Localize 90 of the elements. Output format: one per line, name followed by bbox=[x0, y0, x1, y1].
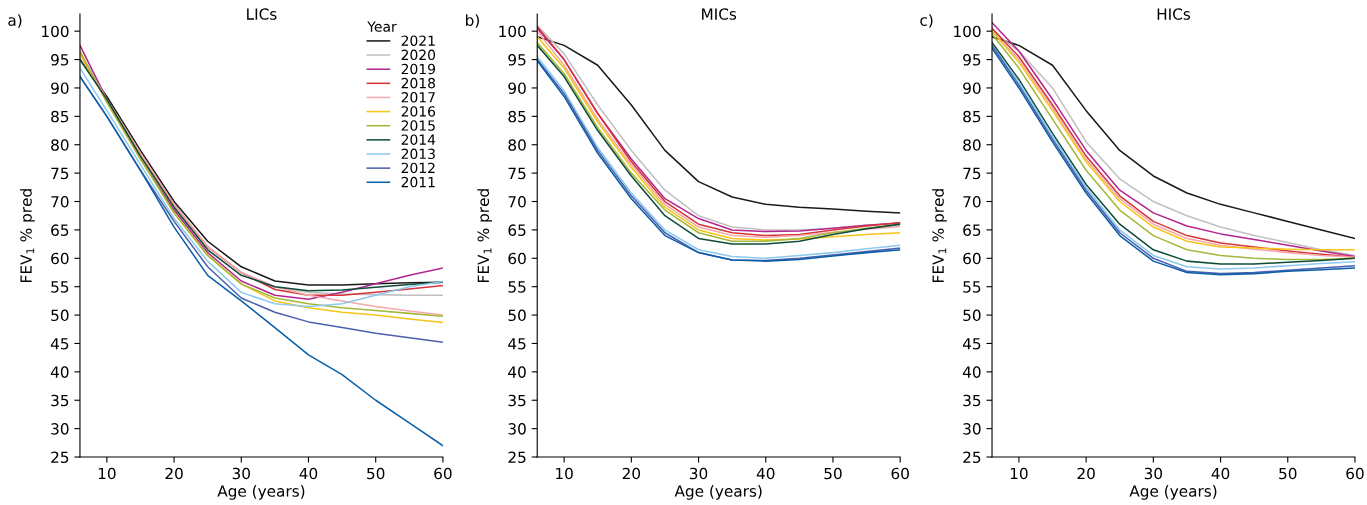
y-tick-label: 90 bbox=[51, 82, 69, 94]
y-tick-label: 60 bbox=[508, 252, 526, 265]
legend-label: 2012 bbox=[401, 162, 435, 174]
y-tick-label: 100 bbox=[499, 25, 526, 38]
x-tick-label: 60 bbox=[1346, 467, 1364, 480]
legend-label: 2017 bbox=[401, 92, 435, 103]
y-tick-label: 35 bbox=[51, 394, 69, 407]
y-tick-label: 85 bbox=[963, 110, 981, 123]
y-tick-label: 25 bbox=[963, 451, 981, 464]
legend-label: 2014 bbox=[401, 134, 436, 145]
y-tick-label: 65 bbox=[51, 224, 69, 236]
y-tick-label: 90 bbox=[508, 82, 526, 94]
y-tick-label: 95 bbox=[51, 54, 69, 66]
y-tick-label: 25 bbox=[51, 451, 69, 464]
y-tick-label: 55 bbox=[963, 281, 981, 293]
y-tick-label: 80 bbox=[508, 139, 526, 151]
chart-title: HICs bbox=[1157, 8, 1191, 20]
x-tick-label: 30 bbox=[689, 467, 708, 480]
y-tick-label: 85 bbox=[51, 110, 69, 123]
text: a) bbox=[8, 14, 22, 28]
y-tick-label: 75 bbox=[963, 167, 981, 180]
y-tick-label: 45 bbox=[962, 338, 981, 350]
y-tick-label: 35 bbox=[508, 394, 526, 407]
text: c) bbox=[920, 14, 933, 28]
x-tick-label: 50 bbox=[1279, 467, 1297, 480]
legend-label: 2019 bbox=[401, 63, 435, 75]
y-tick-label: 40 bbox=[962, 366, 981, 378]
legend-label: 2020 bbox=[401, 49, 436, 61]
y-tick-label: 65 bbox=[508, 224, 526, 236]
y-tick-label: 60 bbox=[51, 252, 69, 265]
x-axis-title: Age (years) bbox=[674, 485, 762, 500]
y-tick-label: 50 bbox=[51, 309, 69, 322]
y-tick-label: 70 bbox=[51, 195, 69, 208]
y-tick-label: 55 bbox=[51, 281, 69, 293]
y-axis-title: FEV$_{1}$ % pred bbox=[20, 189, 35, 282]
y-tick-label: 95 bbox=[963, 54, 981, 66]
y-tick-label: 75 bbox=[51, 167, 69, 180]
y-tick-label: 25 bbox=[508, 451, 526, 464]
y-tick-label: 85 bbox=[508, 110, 526, 123]
y-tick-label: 45 bbox=[508, 338, 526, 350]
x-tick-label: 50 bbox=[824, 467, 842, 480]
legend-label: 2016 bbox=[401, 106, 436, 117]
legend-label: 2011 bbox=[401, 176, 435, 188]
legend-label: 2021 bbox=[401, 35, 435, 46]
x-tick-label: 40 bbox=[299, 467, 318, 480]
x-tick-label: 40 bbox=[1211, 467, 1230, 480]
y-tick-label: 50 bbox=[508, 309, 526, 322]
y-tick-label: 100 bbox=[954, 25, 981, 38]
x-tick-label: 10 bbox=[1010, 467, 1028, 480]
y-tick-label: 55 bbox=[508, 281, 526, 293]
y-tick-label: 90 bbox=[963, 82, 981, 94]
x-tick-label: 20 bbox=[622, 467, 641, 480]
y-tick-label: 100 bbox=[42, 25, 69, 38]
y-tick-label: 40 bbox=[508, 366, 526, 378]
y-tick-label: 40 bbox=[50, 366, 69, 378]
x-tick-label: 10 bbox=[556, 467, 573, 480]
legend-label: 2013 bbox=[401, 148, 435, 160]
y-tick-label: 35 bbox=[963, 394, 981, 407]
y-tick-label: 75 bbox=[508, 167, 526, 180]
x-tick-label: 40 bbox=[756, 467, 775, 480]
legend-title: Year bbox=[367, 21, 397, 32]
x-axis-title: Age (years) bbox=[1129, 485, 1217, 500]
y-axis-title: FEV$_{1}$ % pred bbox=[477, 189, 493, 282]
y-tick-label: 30 bbox=[51, 423, 69, 435]
x-tick-label: 20 bbox=[165, 467, 183, 480]
chart-title: MICs bbox=[702, 8, 737, 20]
y-tick-label: 80 bbox=[51, 139, 69, 151]
y-tick-label: 65 bbox=[963, 224, 981, 236]
y-tick-label: 60 bbox=[963, 252, 981, 265]
y-tick-label: 45 bbox=[50, 338, 69, 350]
x-tick-label: 30 bbox=[1144, 467, 1163, 480]
x-tick-label: 20 bbox=[1077, 467, 1095, 480]
y-tick-label: 70 bbox=[508, 195, 526, 208]
y-tick-label: 30 bbox=[963, 423, 981, 435]
x-tick-label: 50 bbox=[367, 467, 385, 480]
y-tick-label: 80 bbox=[963, 139, 981, 151]
x-tick-label: 30 bbox=[232, 467, 250, 480]
y-tick-label: 95 bbox=[508, 54, 526, 66]
x-tick-label: 60 bbox=[891, 467, 909, 480]
x-tick-label: 60 bbox=[434, 467, 452, 480]
text: b) bbox=[466, 14, 479, 28]
chart-title: LICs bbox=[247, 8, 277, 20]
legend-label: 2018 bbox=[401, 77, 436, 89]
x-axis-title: Age (years) bbox=[217, 485, 305, 500]
y-tick-label: 30 bbox=[508, 423, 526, 435]
y-tick-label: 50 bbox=[963, 309, 981, 322]
legend-label: 2015 bbox=[401, 120, 435, 131]
y-tick-label: 70 bbox=[963, 195, 981, 208]
y-axis-title: FEV$_{1}$ % pred bbox=[932, 189, 947, 282]
x-tick-label: 10 bbox=[98, 467, 116, 480]
